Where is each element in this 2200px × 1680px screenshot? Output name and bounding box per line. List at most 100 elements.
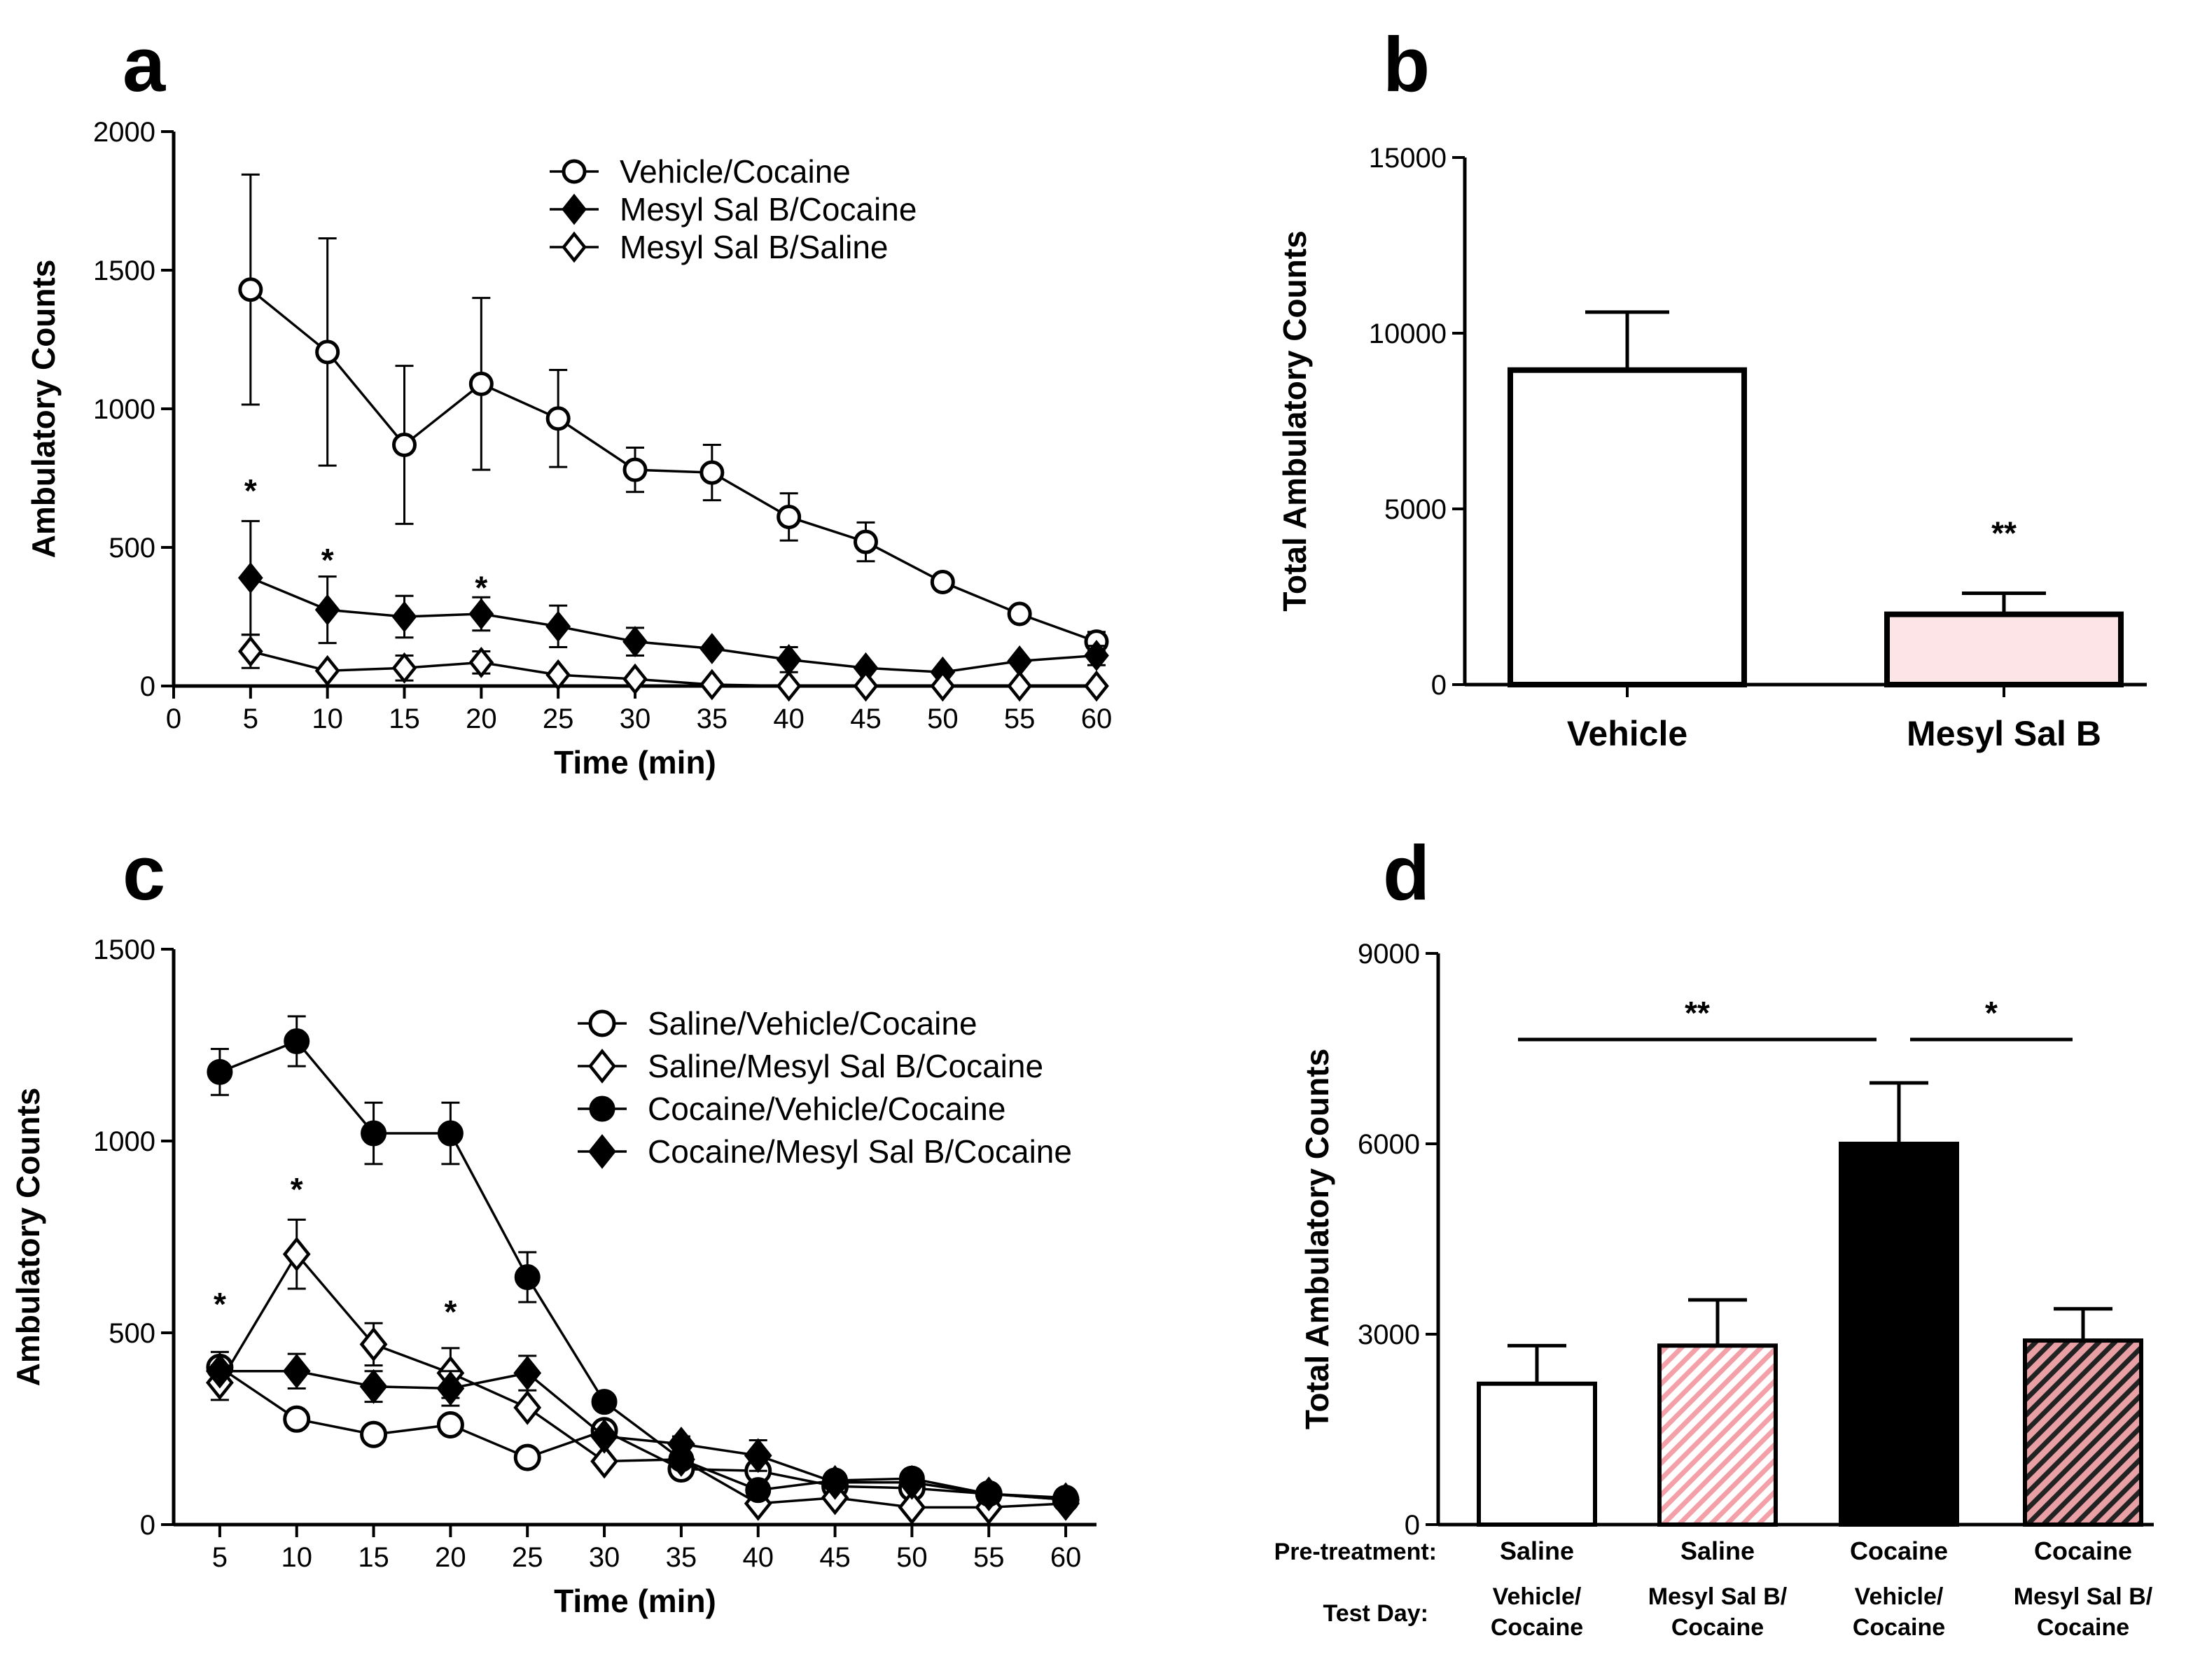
data-point <box>315 340 340 365</box>
data-point <box>545 659 571 691</box>
data-point <box>360 1420 388 1448</box>
significance-star: * <box>291 1171 303 1208</box>
significance-star: ** <box>1685 995 1710 1031</box>
x-tick-label: 30 <box>589 1542 620 1573</box>
legend-label: Vehicle/Cocaine <box>620 153 851 190</box>
legend-marker-saline-mesyl-sal-b-cocaine <box>588 1049 616 1084</box>
category-label: Mesyl Sal B <box>1907 714 2101 753</box>
y-tick-label: 5000 <box>1384 494 1447 525</box>
pretreatment-label: Cocaine <box>1850 1536 1948 1565</box>
data-point <box>930 670 956 702</box>
data-point <box>622 663 648 695</box>
bar-pink-hatch <box>1657 1343 1778 1527</box>
significance-star: * <box>244 472 257 509</box>
x-tick-label: 20 <box>466 704 497 734</box>
significance-star: * <box>214 1286 226 1322</box>
x-tick-label: 40 <box>773 704 805 734</box>
y-axis-label: Total Ambulatory Counts <box>1299 1049 1335 1429</box>
x-tick-label: 60 <box>1050 1542 1082 1573</box>
x-tick-label: 55 <box>1004 704 1036 734</box>
x-tick-label: 15 <box>358 1542 389 1573</box>
bar-white <box>1477 1381 1597 1527</box>
data-point <box>513 1390 542 1425</box>
x-tick-label: 25 <box>543 704 574 734</box>
x-tick-label: 10 <box>312 704 343 734</box>
row-label-testday: Test Day: <box>1323 1600 1428 1627</box>
series-mesyl-sal-b-saline <box>237 634 1109 702</box>
data-point <box>853 670 879 702</box>
data-point <box>545 406 571 431</box>
x-tick-label: 45 <box>850 704 882 734</box>
data-point <box>776 644 802 676</box>
data-point <box>1084 640 1109 671</box>
significance-star: * <box>1985 995 1998 1031</box>
bar-red-hatch <box>2023 1338 2143 1527</box>
y-tick-label: 10000 <box>1369 318 1447 349</box>
x-tick-label: 50 <box>896 1542 928 1573</box>
data-point <box>1007 645 1033 677</box>
x-tick-label: 30 <box>620 704 651 734</box>
legend-marker-mesyl-sal-b-cocaine <box>562 193 587 225</box>
series-line <box>249 288 1097 643</box>
data-point <box>206 1353 234 1389</box>
category-label: Vehicle <box>1567 714 1687 753</box>
data-point <box>361 1120 387 1147</box>
testday-label-line1: Vehicle/ <box>1493 1583 1582 1610</box>
data-point <box>391 601 417 633</box>
data-point <box>1084 670 1109 702</box>
y-tick-label: 0 <box>1431 670 1447 701</box>
series-mesyl-sal-b-cocaine <box>237 519 1109 688</box>
panel-c: 0 500 1000 1500 5 10 15 20 25 30 35 40 45 50 55 60 Time … <box>10 934 1096 1619</box>
y-axis-label: Total Ambulatory Counts <box>1276 230 1313 611</box>
data-point <box>237 562 263 594</box>
data-point <box>359 1368 388 1404</box>
legend-label: Saline/Vehicle/Cocaine <box>648 1005 977 1042</box>
series-line <box>219 1370 1066 1502</box>
y-tick-label: 1000 <box>93 1126 155 1157</box>
testday-label-line2: Cocaine <box>2037 1614 2129 1641</box>
data-point <box>237 636 263 667</box>
data-point <box>699 668 725 701</box>
data-point <box>898 1464 926 1500</box>
data-point <box>514 1264 541 1291</box>
x-axis-label: Time (min) <box>554 744 716 780</box>
series-line <box>218 1366 1066 1502</box>
y-tick-label: 500 <box>109 1318 155 1349</box>
data-point <box>545 610 571 643</box>
data-point <box>283 1405 311 1433</box>
data-point <box>513 1443 541 1471</box>
panel-letter-c: c <box>123 830 165 916</box>
x-tick-label: 40 <box>742 1542 774 1573</box>
testday-label-line2: Cocaine <box>1853 1614 1945 1641</box>
row-label-pretreatment: Pre-treatment: <box>1274 1539 1437 1565</box>
data-point <box>776 670 802 702</box>
y-axis-label: Ambulatory Counts <box>25 260 62 559</box>
data-point <box>821 1464 849 1500</box>
x-tick-label: 20 <box>435 1542 466 1573</box>
data-point <box>622 457 648 482</box>
y-tick-label: 0 <box>140 671 155 702</box>
legend-label: Cocaine/Mesyl Sal B/Cocaine <box>648 1133 1072 1170</box>
data-point <box>359 1326 388 1362</box>
x-tick-label: 35 <box>666 1542 697 1573</box>
y-tick-label: 9000 <box>1358 939 1420 969</box>
y-tick-label: 3000 <box>1358 1320 1420 1350</box>
panel-d: 0 3000 6000 9000 Total Ambulatory Counts Sali… <box>1274 939 2154 1641</box>
y-tick-label: 1500 <box>93 934 155 965</box>
legend-marker-saline-vehicle-cocaine <box>588 1009 616 1037</box>
legend-marker-mesyl-sal-b-saline <box>562 231 587 263</box>
data-point <box>513 1355 542 1391</box>
x-tick-label: 60 <box>1081 704 1113 734</box>
data-point <box>468 646 494 678</box>
data-point <box>282 1236 311 1272</box>
data-point <box>590 1443 618 1479</box>
data-point <box>699 460 725 485</box>
pretreatment-label: Cocaine <box>2034 1536 2132 1565</box>
data-point <box>436 1371 465 1406</box>
y-axis-label: Ambulatory Counts <box>10 1088 46 1387</box>
data-point <box>468 371 494 396</box>
panel-letter-d: d <box>1383 830 1430 916</box>
x-tick-label: 25 <box>512 1542 543 1573</box>
pretreatment-label: Saline <box>1680 1536 1755 1565</box>
